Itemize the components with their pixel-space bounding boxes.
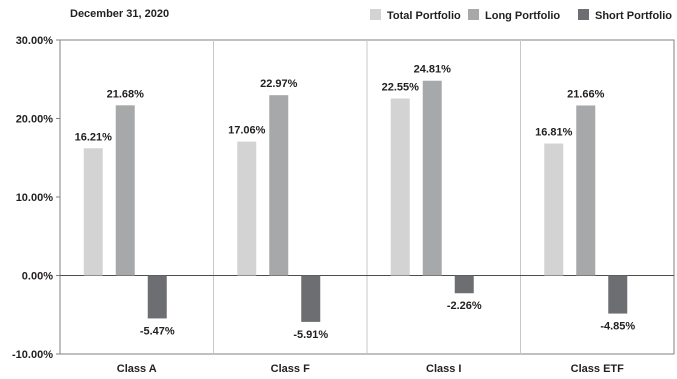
legend-label: Short Portfolio [595,10,672,22]
x-tick-label: Class ETF [571,363,624,375]
bar-long-portfolio [115,105,135,276]
data-label: 21.66% [567,88,605,100]
data-label: 21.68% [107,88,145,100]
bar-long-portfolio [576,105,596,276]
x-tick-label: Class I [426,363,461,375]
bar-long-portfolio [269,95,289,276]
bar-short-portfolio [454,275,474,294]
bar-total-portfolio [544,143,564,276]
legend-label: Total Portfolio [387,10,461,22]
bar-total-portfolio [83,148,103,276]
bar-short-portfolio [608,275,628,314]
data-label: 17.06% [228,125,266,137]
x-tick-label: Class A [117,363,157,375]
data-label: -2.26% [447,300,482,312]
legend-swatch [468,9,479,20]
data-label: 24.81% [414,64,452,76]
y-tick-label: 10.00% [16,192,54,204]
bar-short-portfolio [301,275,321,322]
y-tick-label: 30.00% [16,35,54,47]
data-label: 22.97% [260,78,298,90]
data-label: -5.91% [293,329,328,341]
legend-swatch [370,9,381,20]
chart-title: December 31, 2020 [70,8,170,20]
bar-total-portfolio [390,98,410,276]
legend-swatch [578,9,589,20]
y-tick-label: -10.00% [12,349,53,361]
y-tick-label: 20.00% [16,114,54,126]
data-label: 22.55% [382,81,420,93]
x-tick-label: Class F [271,363,310,375]
data-label: 16.21% [75,131,113,143]
data-label: -4.85% [600,321,635,333]
bar-long-portfolio [422,80,442,276]
y-tick-label: 0.00% [22,271,53,283]
data-label: -5.47% [140,325,175,337]
legend-label: Long Portfolio [485,10,560,22]
bar-short-portfolio [147,275,167,319]
bar-total-portfolio [237,141,257,276]
data-label: 16.81% [535,127,573,139]
